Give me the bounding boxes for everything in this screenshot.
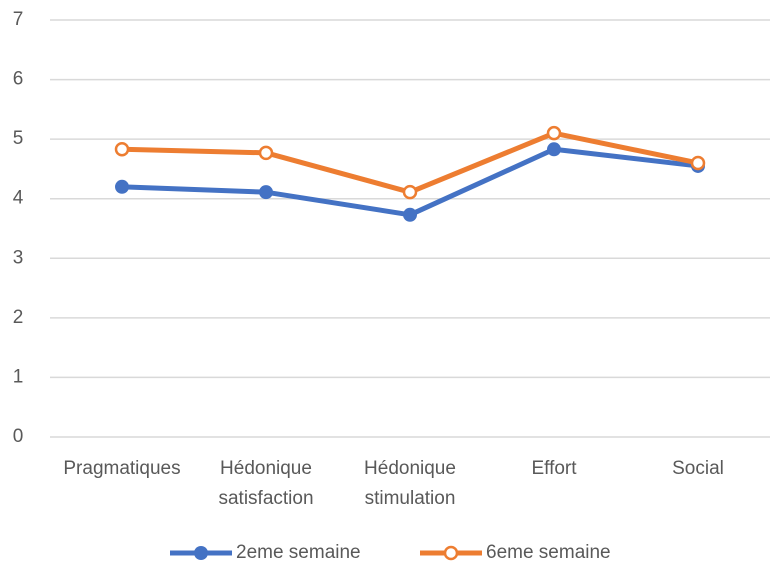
y-tick-label: 1	[13, 366, 24, 387]
legend-marker	[443, 545, 459, 561]
x-tick-label: Pragmatiques	[63, 458, 180, 479]
data-point	[259, 185, 273, 200]
legend-label: 6eme semaine	[486, 542, 611, 563]
series-line	[121, 146, 699, 218]
legend-marker	[194, 546, 208, 560]
data-point	[546, 125, 562, 141]
y-tick-label: 7	[13, 9, 24, 30]
x-tick-label: Hédonique stimulation	[364, 458, 456, 509]
data-point	[402, 184, 418, 200]
data-point	[114, 142, 130, 157]
y-tick-label: 3	[13, 247, 24, 268]
data-point	[403, 207, 417, 222]
data-point	[115, 179, 129, 194]
data-point	[258, 145, 274, 161]
x-tick-label: Social	[672, 458, 724, 479]
data-point	[547, 142, 561, 157]
y-tick-label: 6	[13, 69, 24, 90]
y-tick-label: 4	[13, 188, 24, 209]
y-tick-label: 2	[13, 307, 24, 328]
y-tick-label: 0	[13, 426, 24, 447]
x-tick-label: Effort	[531, 458, 577, 479]
x-tick-label: Hédonique satisfaction	[218, 458, 313, 509]
legend-label: 2eme semaine	[236, 542, 361, 563]
y-tick-label: 5	[13, 128, 24, 149]
series-line	[121, 130, 699, 195]
data-point	[690, 155, 706, 171]
